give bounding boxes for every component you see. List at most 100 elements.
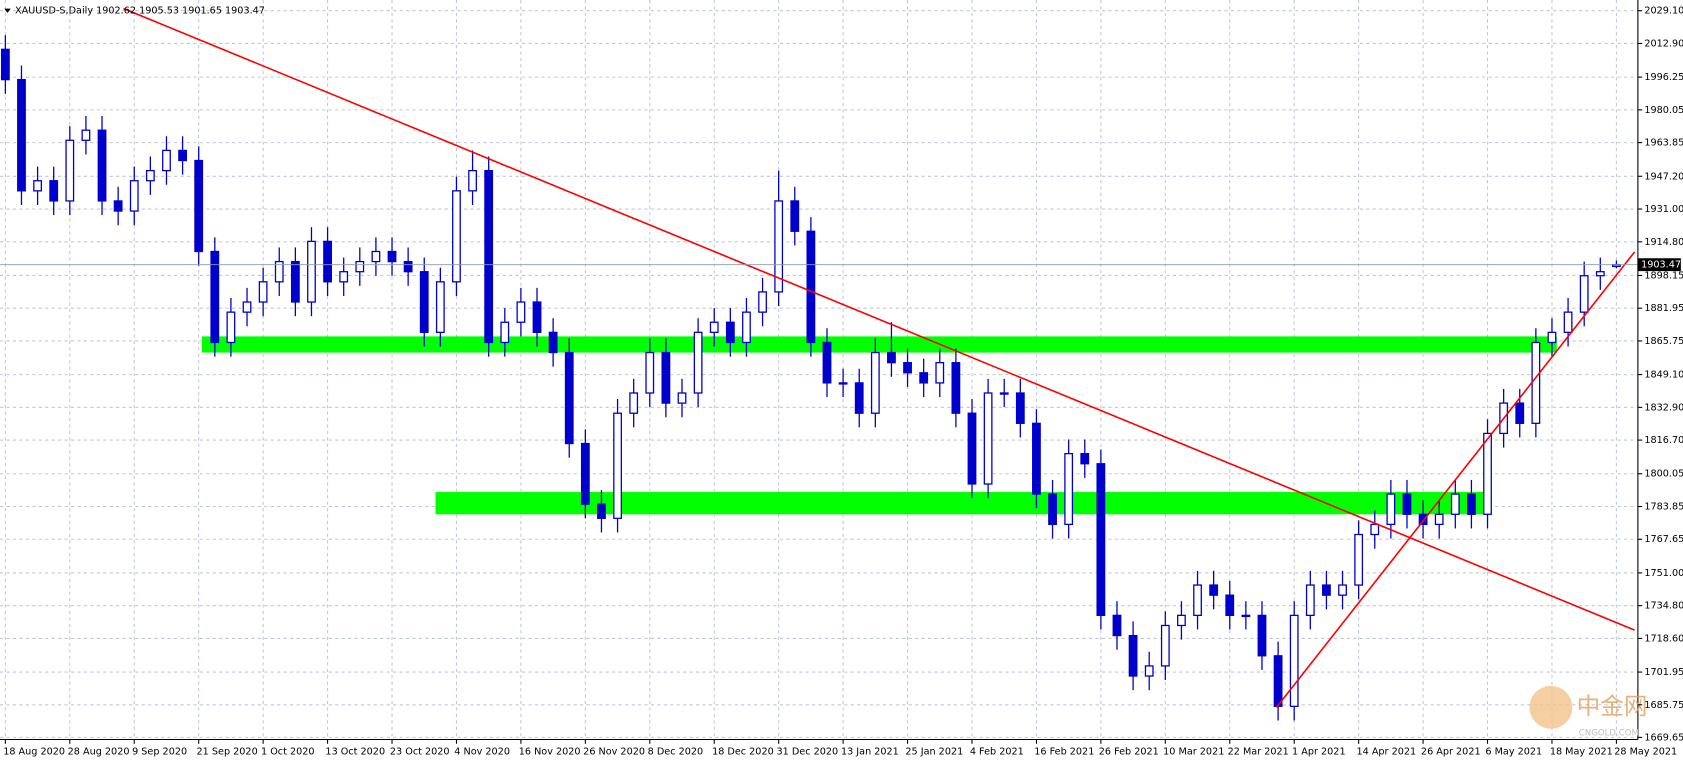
x-tick-label: 28 Aug 2020 — [68, 746, 130, 757]
candle-body — [790, 200, 800, 232]
y-tick-label: 1849.10 — [1644, 370, 1683, 381]
candle-body — [452, 190, 461, 283]
y-tick-label: 1865.75 — [1644, 336, 1683, 347]
candle-body — [323, 240, 332, 283]
candle-body — [1080, 452, 1090, 465]
watermark-url: CNGOLD.COM — [1579, 729, 1639, 739]
candle-body — [1595, 271, 1605, 277]
x-tick-label: 21 Sep 2020 — [197, 746, 258, 757]
watermark-text: 中金网 — [1577, 692, 1648, 720]
x-tick-label: 22 Mar 2021 — [1228, 746, 1289, 757]
candle-body — [709, 321, 719, 333]
y-tick-label: 1881.95 — [1644, 303, 1683, 314]
x-tick-label: 13 Jan 2021 — [841, 746, 899, 757]
candle-body — [1467, 493, 1476, 515]
candle-body — [564, 351, 574, 445]
y-tick-label: 1685.75 — [1644, 700, 1683, 711]
y-tick-label: 1669.65 — [1644, 732, 1683, 743]
y-tick-label: 1767.65 — [1644, 534, 1683, 545]
candle-body — [274, 260, 284, 283]
candle-body — [516, 301, 526, 323]
candle-body — [1322, 584, 1331, 596]
candle-body — [806, 230, 816, 344]
x-tick-label: 26 Apr 2021 — [1421, 746, 1481, 757]
zones — [201, 336, 1557, 515]
y-tick-label: 1898.15 — [1644, 270, 1683, 281]
candle-body — [1273, 655, 1283, 707]
candle-body — [1579, 275, 1589, 313]
candle-body — [838, 382, 848, 385]
candle-body — [403, 260, 413, 273]
candle-body — [548, 331, 558, 354]
candle-body — [33, 180, 42, 192]
x-tick-label: 18 Aug 2020 — [3, 746, 65, 757]
x-tick-label: 25 Jan 2021 — [905, 746, 963, 757]
candle-body — [1225, 594, 1235, 617]
candle-body — [1531, 341, 1541, 424]
y-tick-label: 1734.80 — [1644, 601, 1683, 612]
candle-body — [629, 392, 639, 414]
chart-title: XAUUSD-S,Daily 1902.62 1905.53 1901.65 1… — [15, 6, 265, 17]
candle-body — [1177, 614, 1186, 627]
watermark-logo — [1529, 685, 1573, 729]
candle-body — [597, 503, 606, 519]
candle-body — [226, 311, 236, 344]
candle-body — [1305, 584, 1315, 617]
y-tick-label: 1718.60 — [1644, 633, 1683, 644]
candle-body — [500, 321, 510, 344]
candle-body — [81, 129, 91, 141]
candle-body — [162, 149, 171, 172]
x-tick-label: 31 Dec 2020 — [777, 746, 839, 757]
x-tick-label: 23 Oct 2020 — [390, 746, 450, 757]
candle-body — [1193, 584, 1202, 617]
candle-body — [371, 250, 381, 263]
y-tick-label: 1800.05 — [1644, 469, 1683, 480]
candles — [0, 35, 1621, 721]
zone — [435, 492, 1485, 515]
zone — [201, 336, 1557, 353]
y-tick-label: 1931.00 — [1644, 204, 1683, 215]
candle-body — [1144, 665, 1154, 677]
candle-body — [1338, 584, 1347, 596]
candle-body — [387, 250, 397, 263]
candle-body — [1386, 493, 1396, 526]
candle-body — [1128, 634, 1138, 677]
candle-body — [242, 301, 252, 313]
candle-body — [693, 331, 703, 394]
candle-body — [145, 169, 155, 182]
candle-body — [967, 412, 977, 485]
candle-body — [65, 139, 75, 202]
y-tick-label: 1947.20 — [1644, 171, 1683, 182]
candle-body — [758, 291, 767, 313]
candle-body — [1015, 392, 1025, 424]
candle-body — [1289, 614, 1299, 707]
y-tick-label: 2029.10 — [1644, 6, 1683, 17]
candle-body — [1112, 614, 1122, 637]
candle-body — [677, 392, 687, 404]
x-tick-label: 10 Mar 2021 — [1163, 746, 1224, 757]
y-tick-label: 1980.05 — [1644, 105, 1683, 116]
x-tick-label: 4 Nov 2020 — [454, 746, 510, 757]
x-tick-label: 13 Oct 2020 — [325, 746, 385, 757]
candle-body — [645, 351, 655, 394]
y-tick-label: 2012.90 — [1644, 38, 1683, 49]
y-tick-label: 1996.25 — [1644, 72, 1683, 83]
x-tick-label: 4 Feb 2021 — [970, 746, 1024, 757]
y-tick-label: 1701.95 — [1644, 667, 1683, 678]
trendline — [123, 7, 1635, 631]
candle-body — [1209, 584, 1219, 596]
candle-body — [1563, 311, 1573, 333]
candle-body — [887, 351, 896, 364]
candle-body — [1483, 432, 1492, 515]
candle-body — [742, 311, 751, 344]
candle-body — [1160, 624, 1170, 667]
candle-body — [129, 180, 139, 212]
candle-body — [903, 362, 912, 374]
x-tick-label: 6 May 2021 — [1485, 746, 1542, 757]
candle-body — [661, 351, 671, 404]
candle-body — [1434, 513, 1444, 526]
candle-body — [468, 169, 477, 192]
candle-body — [97, 129, 107, 202]
